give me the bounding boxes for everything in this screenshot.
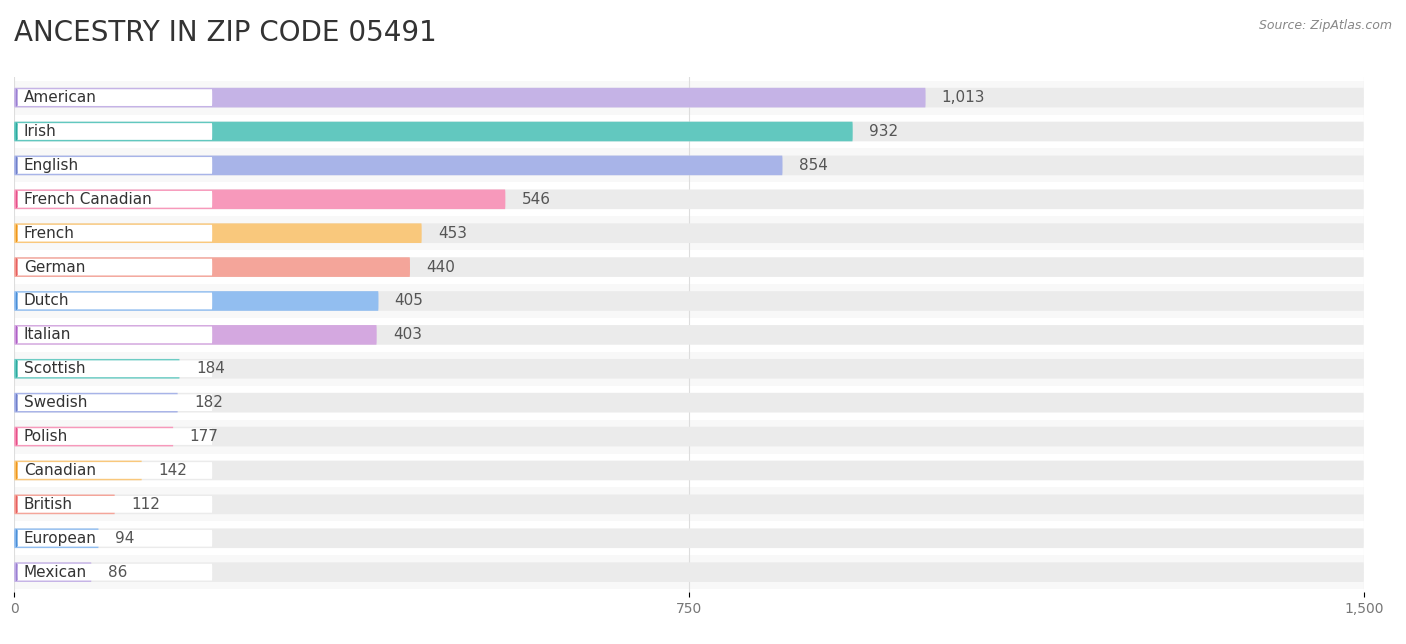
Text: 546: 546	[522, 192, 551, 207]
FancyBboxPatch shape	[17, 564, 212, 580]
Bar	[0, 453, 1405, 488]
FancyBboxPatch shape	[17, 292, 212, 309]
FancyBboxPatch shape	[17, 225, 212, 242]
FancyBboxPatch shape	[14, 529, 98, 548]
FancyBboxPatch shape	[14, 359, 1364, 379]
FancyBboxPatch shape	[17, 496, 212, 513]
Text: 86: 86	[108, 565, 127, 580]
Text: 112: 112	[131, 497, 160, 512]
Bar	[0, 216, 1405, 250]
FancyBboxPatch shape	[14, 460, 142, 480]
FancyBboxPatch shape	[17, 90, 212, 106]
Text: Italian: Italian	[24, 327, 72, 343]
FancyBboxPatch shape	[14, 122, 852, 141]
FancyBboxPatch shape	[14, 156, 1364, 175]
FancyBboxPatch shape	[17, 462, 212, 479]
FancyBboxPatch shape	[14, 393, 177, 413]
FancyBboxPatch shape	[14, 460, 1364, 480]
Bar	[0, 420, 1405, 453]
Text: 405: 405	[395, 294, 423, 308]
Bar	[0, 284, 1405, 318]
Text: French: French	[24, 225, 75, 241]
FancyBboxPatch shape	[14, 223, 1364, 243]
Bar	[0, 352, 1405, 386]
Text: Mexican: Mexican	[24, 565, 87, 580]
Bar	[0, 488, 1405, 521]
FancyBboxPatch shape	[14, 529, 1364, 548]
Bar	[0, 250, 1405, 284]
Text: 184: 184	[195, 361, 225, 376]
Text: ANCESTRY IN ZIP CODE 05491: ANCESTRY IN ZIP CODE 05491	[14, 19, 437, 47]
Text: Scottish: Scottish	[24, 361, 86, 376]
FancyBboxPatch shape	[17, 361, 212, 377]
Text: 440: 440	[426, 260, 456, 274]
Text: Dutch: Dutch	[24, 294, 69, 308]
Text: Canadian: Canadian	[24, 463, 96, 478]
FancyBboxPatch shape	[14, 325, 1364, 345]
Text: Irish: Irish	[24, 124, 56, 139]
Text: Polish: Polish	[24, 429, 67, 444]
Bar	[0, 182, 1405, 216]
Bar	[0, 80, 1405, 115]
Text: 142: 142	[157, 463, 187, 478]
FancyBboxPatch shape	[14, 495, 115, 514]
FancyBboxPatch shape	[14, 393, 1364, 413]
FancyBboxPatch shape	[14, 325, 377, 345]
FancyBboxPatch shape	[14, 257, 1364, 277]
FancyBboxPatch shape	[14, 291, 1364, 311]
FancyBboxPatch shape	[14, 562, 1364, 582]
FancyBboxPatch shape	[14, 189, 505, 209]
Text: English: English	[24, 158, 79, 173]
Text: 854: 854	[799, 158, 828, 173]
FancyBboxPatch shape	[14, 156, 783, 175]
Text: 1,013: 1,013	[942, 90, 986, 105]
Text: American: American	[24, 90, 97, 105]
Bar	[0, 521, 1405, 555]
Bar	[0, 318, 1405, 352]
Text: 932: 932	[869, 124, 898, 139]
FancyBboxPatch shape	[14, 223, 422, 243]
FancyBboxPatch shape	[14, 88, 1364, 108]
FancyBboxPatch shape	[14, 257, 411, 277]
Text: European: European	[24, 531, 97, 545]
Text: 177: 177	[190, 429, 218, 444]
Bar	[0, 555, 1405, 589]
FancyBboxPatch shape	[17, 123, 212, 140]
FancyBboxPatch shape	[14, 291, 378, 311]
Text: 182: 182	[194, 395, 224, 410]
FancyBboxPatch shape	[17, 530, 212, 547]
Bar	[0, 115, 1405, 149]
Text: German: German	[24, 260, 84, 274]
FancyBboxPatch shape	[14, 562, 91, 582]
FancyBboxPatch shape	[14, 88, 925, 108]
FancyBboxPatch shape	[17, 394, 212, 411]
FancyBboxPatch shape	[14, 427, 1364, 446]
FancyBboxPatch shape	[17, 157, 212, 174]
FancyBboxPatch shape	[14, 359, 180, 379]
FancyBboxPatch shape	[17, 327, 212, 343]
Text: British: British	[24, 497, 73, 512]
Text: French Canadian: French Canadian	[24, 192, 152, 207]
FancyBboxPatch shape	[17, 191, 212, 207]
FancyBboxPatch shape	[17, 428, 212, 445]
Text: 94: 94	[115, 531, 134, 545]
FancyBboxPatch shape	[14, 495, 1364, 514]
Text: 453: 453	[437, 225, 467, 241]
Text: Source: ZipAtlas.com: Source: ZipAtlas.com	[1258, 19, 1392, 32]
FancyBboxPatch shape	[14, 122, 1364, 141]
Bar	[0, 386, 1405, 420]
FancyBboxPatch shape	[14, 427, 173, 446]
Text: 403: 403	[392, 327, 422, 343]
FancyBboxPatch shape	[14, 189, 1364, 209]
FancyBboxPatch shape	[17, 259, 212, 276]
Text: Swedish: Swedish	[24, 395, 87, 410]
Bar	[0, 149, 1405, 182]
